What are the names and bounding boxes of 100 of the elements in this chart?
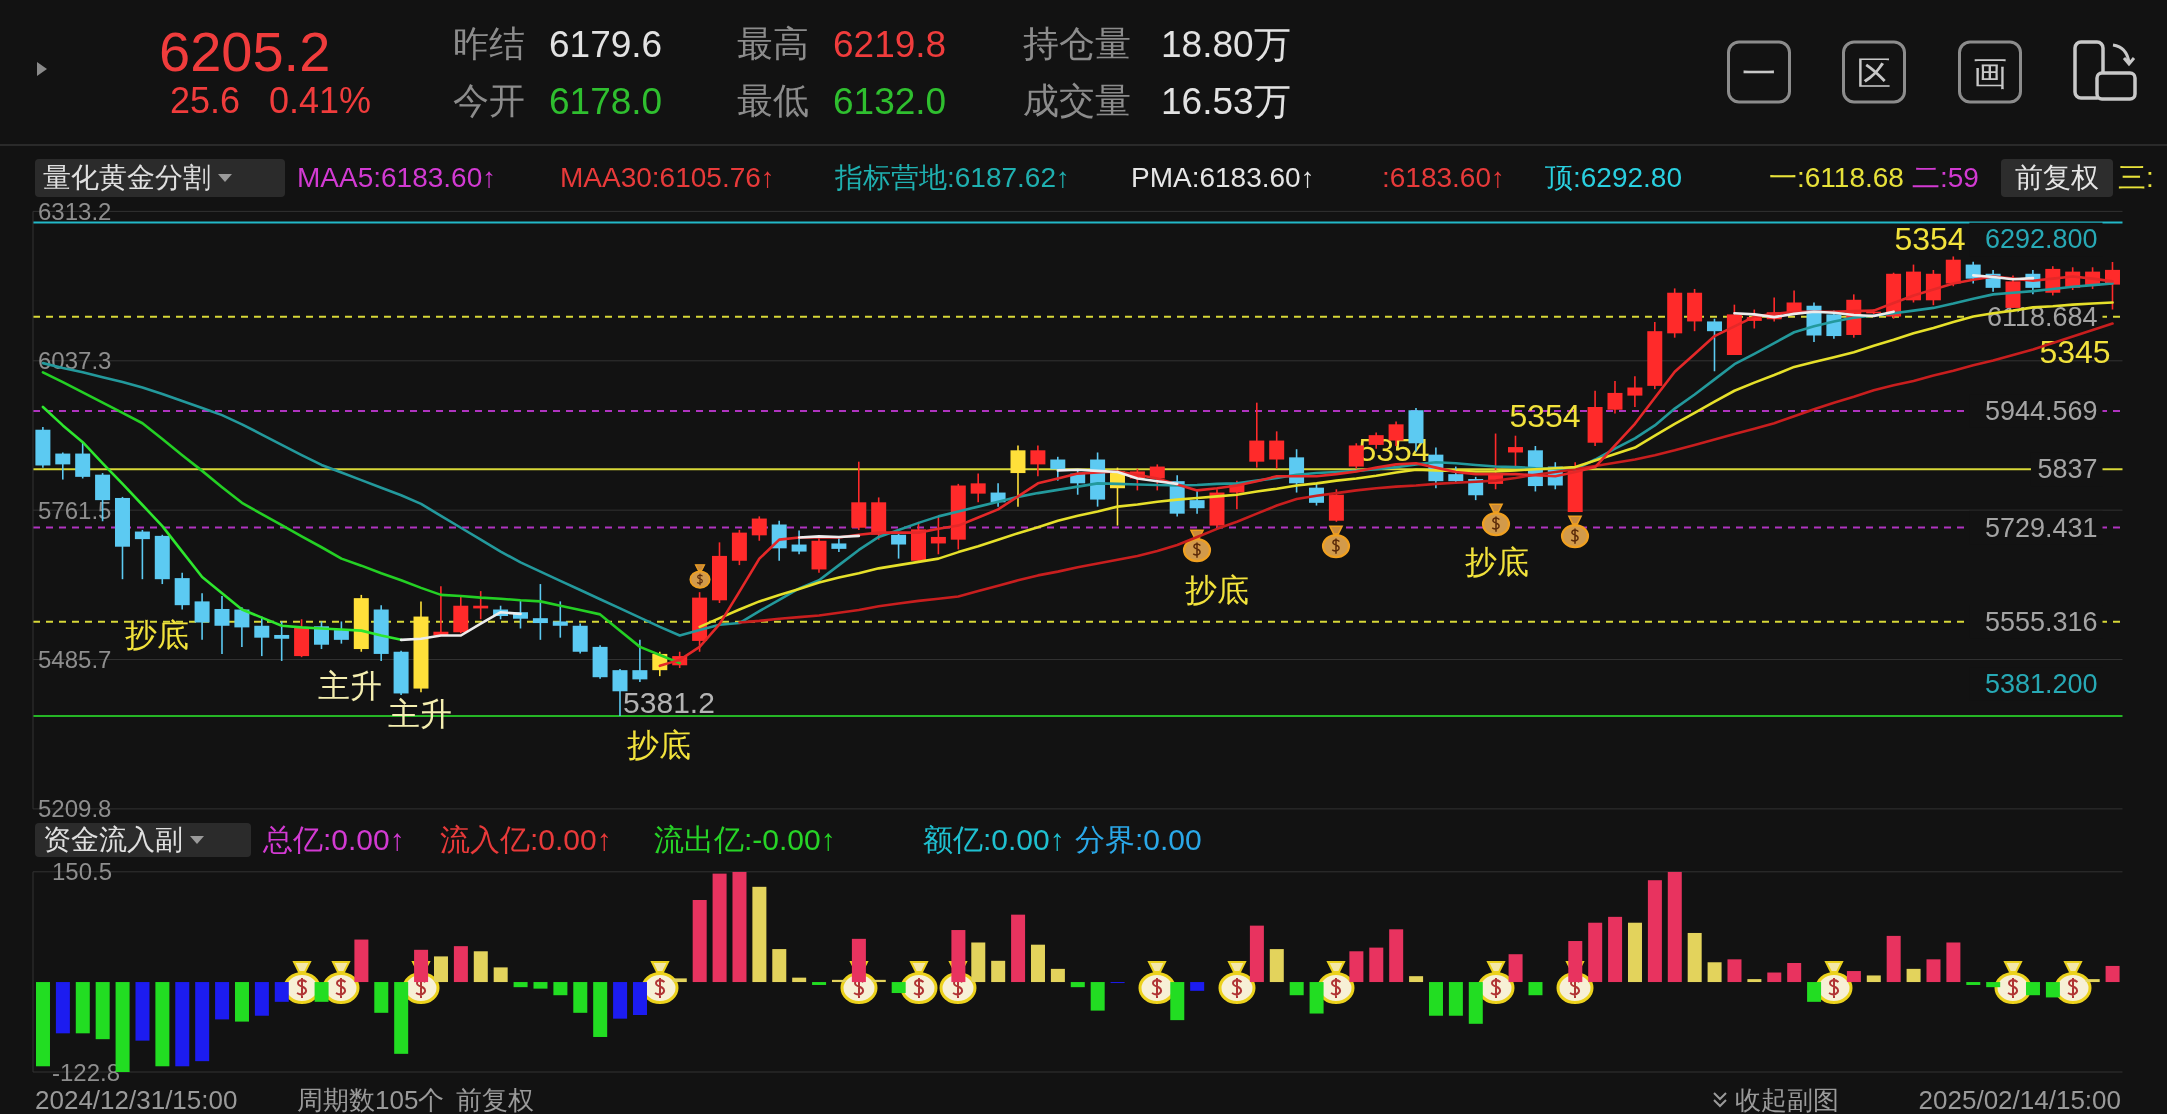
text: 流入亿:0.00↑: [440, 823, 612, 856]
candlestick: [1607, 380, 1623, 415]
text: PMA:6183.60↑: [1131, 162, 1315, 193]
text: 25.6: [170, 80, 241, 121]
text: 成交量: [1023, 80, 1131, 121]
bar: [1070, 982, 1085, 988]
text: 昨结: [453, 23, 525, 64]
text: 6178.0: [549, 80, 663, 122]
candlestick: [791, 529, 807, 556]
text: 持仓量: [1023, 23, 1131, 64]
bar: [215, 982, 230, 1020]
text: 周期数105个: [297, 1085, 445, 1114]
text: 最高: [737, 23, 809, 64]
candlestick: [552, 600, 568, 639]
bar: [533, 982, 548, 989]
text: MAA30:6105.76↑: [560, 162, 775, 193]
bar: [593, 982, 608, 1037]
bar: [2105, 965, 2120, 983]
candlestick: [1010, 444, 1026, 508]
ref-line-label: 6292.800: [1984, 224, 2098, 255]
annotation: 抄底: [1185, 572, 1249, 608]
text: 18.80万: [1161, 23, 1291, 65]
text: 6205.2: [159, 20, 331, 83]
candlestick: [751, 515, 767, 542]
annotation: 主升: [318, 668, 382, 704]
bar: [1687, 932, 1702, 983]
bar: [772, 949, 787, 983]
text: 收起副图: [1735, 1085, 1839, 1114]
annotation: 抄底: [1465, 544, 1529, 580]
candlestick: [1269, 430, 1285, 470]
candlestick: [214, 595, 230, 655]
text: 额亿:0.00↑: [923, 823, 1065, 856]
text: 6219.8: [833, 23, 947, 65]
bar: [1886, 935, 1901, 983]
chart-title: 量化黄金分割: [43, 162, 211, 193]
bar: [1647, 880, 1662, 983]
candlestick: [55, 451, 71, 481]
bar: [1986, 982, 2001, 988]
bar: [473, 951, 488, 983]
bar: [1528, 982, 1543, 996]
bar: [732, 871, 747, 983]
bar: [1448, 982, 1463, 1016]
bar: [1767, 972, 1782, 983]
ref-line-label: 5729.431: [1984, 512, 2098, 543]
text: 今开: [453, 80, 525, 121]
bar: [374, 982, 389, 1013]
bar: [1409, 976, 1424, 983]
bar: [433, 956, 448, 983]
bar: [573, 982, 588, 1013]
bar: [871, 979, 886, 983]
text: 一:6118.68: [1769, 162, 1904, 193]
candlestick: [194, 592, 210, 641]
y-tick-label: 6037.3: [38, 347, 112, 375]
bar: [254, 982, 269, 1016]
bar: [792, 977, 807, 983]
bar: [1627, 922, 1642, 983]
bar: [1866, 975, 1881, 983]
bar: [1428, 982, 1443, 1016]
candlestick: [1030, 444, 1046, 478]
y-tick-label: 5485.7: [38, 646, 112, 673]
text: 流出亿:-0.00↑: [654, 823, 836, 856]
y-tick-label: -122.8: [52, 1058, 121, 1086]
candlestick: [970, 472, 986, 504]
bar: [234, 982, 249, 1022]
text: 0.41%: [269, 80, 372, 121]
bar: [135, 982, 150, 1041]
candlestick: [75, 441, 91, 480]
bar: [1369, 947, 1384, 983]
text: 6179.6: [549, 23, 663, 65]
bar: [1090, 982, 1105, 1011]
bar: [692, 900, 707, 983]
text: :6183.60↑: [1382, 162, 1505, 193]
bar: [2025, 982, 2040, 996]
annotation: 抄底: [627, 727, 691, 763]
bar: [1249, 925, 1264, 983]
bar: [1389, 929, 1404, 983]
bar: [1906, 968, 1921, 983]
text: 最低: [737, 80, 809, 121]
bar: [1667, 871, 1682, 983]
bar: [1588, 922, 1603, 983]
bar: [1926, 959, 1941, 983]
ref-line-label: 5837: [2037, 454, 2098, 485]
bar: [1050, 968, 1065, 983]
bar: [1011, 914, 1026, 983]
bar: [1349, 951, 1364, 983]
bar: [175, 982, 190, 1067]
bar: [493, 967, 508, 983]
dropdown: 资金流入副: [35, 823, 251, 857]
candlestick: [1507, 434, 1523, 468]
bar: [513, 982, 528, 988]
bar: [453, 946, 468, 983]
text: 顶:6292.80: [1545, 162, 1682, 193]
button: 一: [1727, 40, 1791, 104]
ref-line-label: 5381.200: [1984, 669, 2098, 700]
text: 6132.0: [833, 80, 947, 122]
candlestick: [274, 620, 290, 662]
annotation: 5354: [1894, 221, 1966, 257]
bar: [812, 982, 827, 985]
bar: [354, 939, 369, 983]
candlestick: [333, 620, 349, 645]
